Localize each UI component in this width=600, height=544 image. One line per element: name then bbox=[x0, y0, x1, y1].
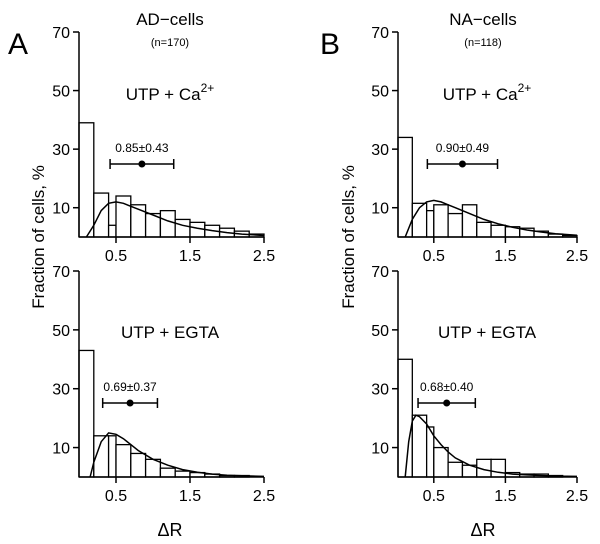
panel-letter-a: A bbox=[8, 28, 28, 61]
group-n-ad: (n=170) bbox=[151, 37, 189, 49]
y-tick-label: 10 bbox=[52, 441, 70, 458]
mean-sd-label: 0.68±0.40 bbox=[420, 380, 474, 394]
histogram-bar bbox=[433, 446, 449, 478]
histogram-bar bbox=[490, 458, 507, 478]
histogram-bar bbox=[397, 136, 413, 238]
fit-curve bbox=[85, 201, 265, 238]
histogram-bar bbox=[78, 349, 95, 478]
mean-sd-label: 0.85±0.43 bbox=[115, 141, 169, 155]
fit-curve bbox=[404, 199, 578, 238]
y-tick-label: 10 bbox=[52, 201, 70, 218]
panel-na-egta: 10 30 50 70 0.5 1.5 2.5 UTP + EGTA 0.68±0.40 bbox=[371, 264, 588, 505]
panel-letter-b: B bbox=[320, 28, 340, 61]
y-axis-label-left: Fraction of cells, % bbox=[29, 165, 48, 309]
histogram-bar bbox=[425, 209, 435, 238]
x-tick-label: 2.5 bbox=[566, 488, 588, 505]
histogram-bar bbox=[476, 221, 492, 238]
panel-na-ca: 10 30 50 70 0.5 1.5 2.5 UTP + Ca2+ 0.90±0.49 bbox=[371, 25, 588, 265]
mean-point bbox=[443, 399, 451, 407]
y-tick-label: 10 bbox=[371, 441, 389, 458]
histogram-bar bbox=[447, 212, 464, 238]
panel-ad-ca: 10 30 50 70 0.5 1.5 2.5 UTP + Ca2+ 0.85±0.43 bbox=[52, 25, 275, 265]
x-tick-label: 0.5 bbox=[423, 488, 445, 505]
y-tick-label: 30 bbox=[371, 382, 389, 399]
group-title-na: NA−cells bbox=[449, 10, 517, 29]
condition-label: UTP + Ca2+ bbox=[126, 81, 215, 104]
fit-curve bbox=[404, 414, 578, 478]
y-tick-label: 70 bbox=[52, 25, 70, 42]
y-tick-label: 50 bbox=[52, 323, 70, 340]
histogram-bar bbox=[107, 224, 117, 238]
histogram-bar bbox=[130, 452, 147, 478]
y-axis-label-right: Fraction of cells, % bbox=[339, 165, 358, 309]
histogram-bar bbox=[107, 435, 117, 478]
mean-point bbox=[126, 399, 134, 407]
condition-label: UTP + Ca2+ bbox=[443, 81, 532, 104]
y-tick-label: 30 bbox=[371, 142, 389, 159]
y-tick-label: 50 bbox=[371, 323, 389, 340]
condition-label: UTP + EGTA bbox=[438, 323, 537, 342]
x-tick-label: 1.5 bbox=[494, 248, 516, 265]
histogram-bar bbox=[159, 209, 176, 238]
y-tick-label: 70 bbox=[371, 264, 389, 281]
group-n-na: (n=118) bbox=[464, 37, 501, 49]
x-axis-label-right: ΔR bbox=[470, 520, 495, 540]
histogram-bar bbox=[433, 204, 449, 238]
y-tick-label: 10 bbox=[371, 201, 389, 218]
histogram-bar bbox=[115, 443, 132, 478]
x-tick-label: 2.5 bbox=[253, 248, 275, 265]
x-axis-label-left: ΔR bbox=[157, 520, 182, 540]
x-tick-label: 0.5 bbox=[105, 248, 127, 265]
y-tick-label: 70 bbox=[371, 25, 389, 42]
histogram-bar bbox=[397, 358, 413, 478]
histogram-bar bbox=[93, 192, 110, 238]
histogram-bar bbox=[411, 414, 428, 478]
x-tick-label: 0.5 bbox=[105, 488, 127, 505]
mean-point bbox=[138, 160, 146, 168]
group-title-ad: AD−cells bbox=[136, 10, 204, 29]
x-tick-label: 0.5 bbox=[423, 248, 445, 265]
x-tick-label: 2.5 bbox=[253, 488, 275, 505]
histogram-bar bbox=[461, 204, 478, 238]
panel-ad-egta: 10 30 50 70 0.5 1.5 2.5 UTP + EGTA 0.69±0.37 bbox=[52, 264, 275, 505]
histogram-bar bbox=[490, 224, 507, 238]
y-tick-label: 50 bbox=[52, 84, 70, 101]
mean-sd-label: 0.90±0.49 bbox=[436, 141, 490, 155]
y-tick-label: 70 bbox=[52, 264, 70, 281]
fit-curve bbox=[89, 432, 265, 478]
histogram-bar bbox=[174, 218, 191, 238]
x-tick-label: 1.5 bbox=[179, 488, 201, 505]
x-tick-label: 1.5 bbox=[179, 248, 201, 265]
y-tick-label: 50 bbox=[371, 84, 389, 101]
mean-point bbox=[458, 160, 466, 168]
histogram-bar bbox=[447, 461, 464, 478]
histogram-bar bbox=[159, 467, 176, 478]
y-tick-label: 30 bbox=[52, 142, 70, 159]
histogram-bar bbox=[174, 470, 191, 478]
x-tick-label: 1.5 bbox=[494, 488, 516, 505]
x-tick-label: 2.5 bbox=[566, 248, 588, 265]
condition-label: UTP + EGTA bbox=[121, 323, 220, 342]
y-tick-label: 30 bbox=[52, 382, 70, 399]
mean-sd-label: 0.69±0.37 bbox=[103, 380, 157, 394]
histogram-bar bbox=[78, 122, 95, 238]
